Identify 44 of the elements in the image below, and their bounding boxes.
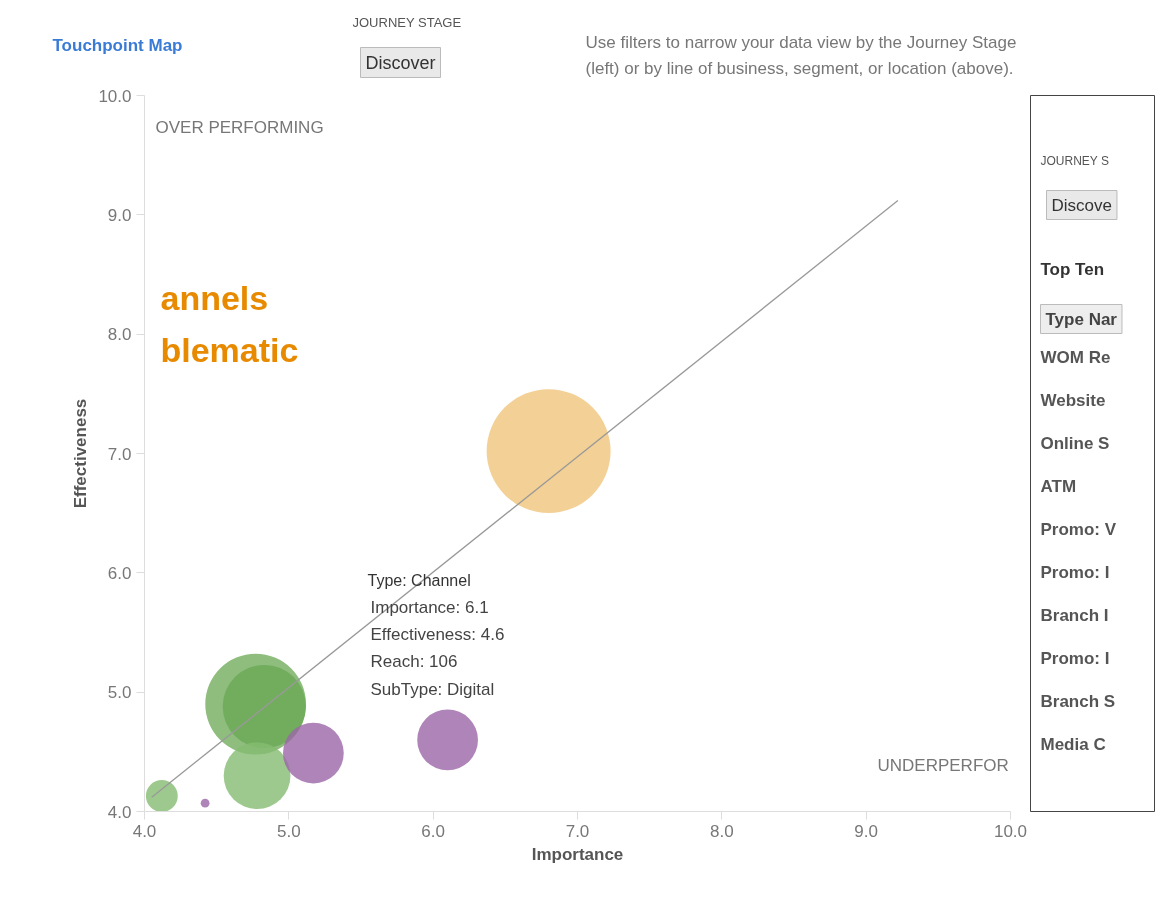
text: WOM Re [1040,347,1111,367]
x-tick-label: 10.0 [993,821,1028,841]
annotation: Importance: 6.1 [370,597,489,617]
y-tick-label: 10.0 [98,86,132,106]
annotation: SubType: Digital [370,679,495,699]
text: (left) or by line of business, segment, or location (above). [585,58,1014,78]
y-tick-label: 8.0 [107,325,132,345]
annotation: annels [160,278,269,317]
annotation: OVER PERFORMING [155,117,324,137]
text: Discover [365,52,436,73]
text: Branch S [1040,691,1116,711]
text: Promo: V [1040,519,1117,539]
text: Promo: I [1040,648,1110,668]
x-tick-label: 5.0 [277,821,301,841]
x-tick-label: 7.0 [565,821,590,841]
text: Online S [1040,433,1110,453]
annotation: Effectiveness: 4.6 [370,624,505,644]
text: JOURNEY STAGE [352,14,462,30]
text: Discove [1051,195,1112,215]
y-tick-label: 9.0 [107,205,132,225]
x-tick-label: 6.0 [421,821,445,841]
y-tick-label: 4.0 [107,802,132,822]
text: Website [1040,390,1106,410]
annotation: Reach: 106 [370,651,458,671]
x-tick-label: 9.0 [854,821,878,841]
x-tick-label: 4.0 [132,821,157,841]
annotation: UNDERPERFOR [877,755,1009,775]
y-tick-label: 5.0 [107,683,132,703]
y-tick-label: 7.0 [107,444,132,464]
text: JOURNEY S [1040,153,1109,168]
x-tick-label: 8.0 [710,821,734,841]
text: ATM [1040,476,1077,496]
text: Branch I [1040,605,1109,625]
x-axis-title: Importance [531,844,624,864]
text: Promo: I [1040,562,1110,582]
text: Top Ten [1040,259,1105,279]
text: Touchpoint Map [52,35,183,55]
text: Type Nar [1045,309,1118,329]
y-tick-label: 6.0 [107,563,132,583]
y-axis-title: Effectiveness [71,398,91,509]
text: Media C [1040,734,1106,754]
annotation: Type: Channel [367,571,471,589]
annotation: blematic [160,330,299,369]
text: Use filters to narrow your data view by the Journey Stage [585,32,1017,52]
